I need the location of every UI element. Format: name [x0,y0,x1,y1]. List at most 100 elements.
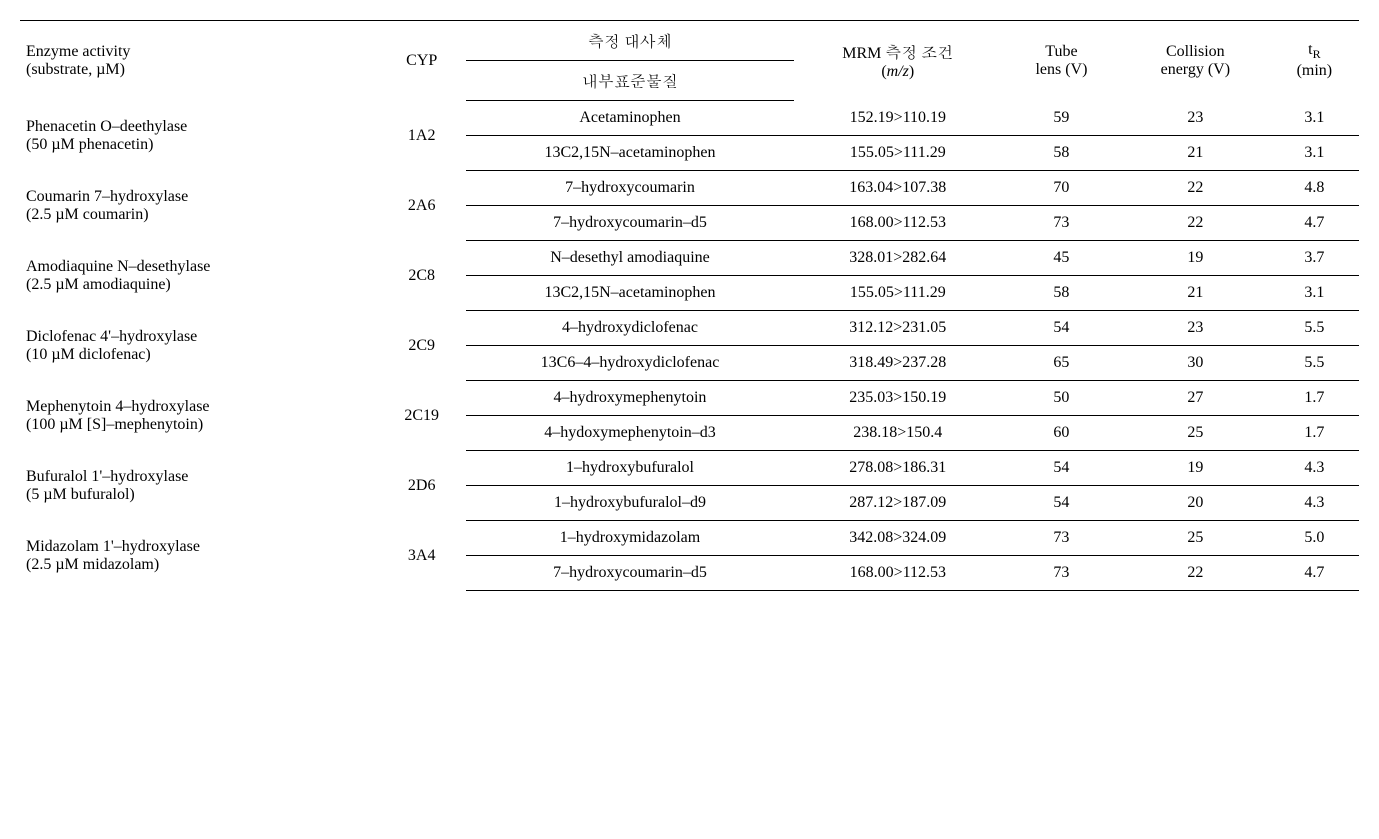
collision-energy-cell: 25 [1121,416,1270,451]
metabolite-cell: Acetaminophen [466,101,793,136]
header-enzyme-sub: (substrate, µM) [26,61,371,79]
retention-time-cell: 5.5 [1270,346,1359,381]
metabolite-cell: 1–hydroxybufuralol [466,451,793,486]
tube-lens-cell: 45 [1002,241,1121,276]
collision-energy-cell: 19 [1121,451,1270,486]
collision-energy-cell: 23 [1121,101,1270,136]
table-row: Bufuralol 1'–hydroxylase(5 µM bufuralol)… [20,451,1359,486]
table-row: Diclofenac 4'–hydroxylase(10 µM diclofen… [20,311,1359,346]
mrm-cell: 278.08>186.31 [794,451,1002,486]
enzyme-substrate: (100 µM [S]–mephenytoin) [26,416,371,434]
enzyme-cell: Phenacetin O–deethylase(50 µM phenacetin… [20,101,377,171]
metabolite-cell: 1–hydroxymidazolam [466,521,793,556]
enzyme-cell: Bufuralol 1'–hydroxylase(5 µM bufuralol) [20,451,377,521]
enzyme-substrate: (5 µM bufuralol) [26,486,371,504]
mrm-cell: 168.00>112.53 [794,206,1002,241]
enzyme-substrate: (2.5 µM midazolam) [26,556,371,574]
retention-time-cell: 3.1 [1270,101,1359,136]
table-row: Coumarin 7–hydroxylase(2.5 µM coumarin)2… [20,171,1359,206]
enzyme-name: Coumarin 7–hydroxylase [26,188,371,206]
retention-time-cell: 1.7 [1270,381,1359,416]
collision-energy-cell: 22 [1121,206,1270,241]
collision-energy-cell: 30 [1121,346,1270,381]
header-mrm-main: MRM 측정 조건 [800,40,996,63]
header-ce-bottom: energy (V) [1127,61,1264,79]
collision-energy-cell: 23 [1121,311,1270,346]
enzyme-cell: Amodiaquine N–desethylase(2.5 µM amodiaq… [20,241,377,311]
mrm-cell: 238.18>150.4 [794,416,1002,451]
mrm-cell: 152.19>110.19 [794,101,1002,136]
cyp-cell: 2C9 [377,311,466,381]
enzyme-name: Phenacetin O–deethylase [26,118,371,136]
tube-lens-cell: 73 [1002,206,1121,241]
mrm-cell: 318.49>237.28 [794,346,1002,381]
cyp-cell: 1A2 [377,101,466,171]
mrm-cell: 328.01>282.64 [794,241,1002,276]
collision-energy-cell: 21 [1121,276,1270,311]
tube-lens-cell: 65 [1002,346,1121,381]
cyp-cell: 3A4 [377,521,466,591]
tube-lens-cell: 50 [1002,381,1121,416]
collision-energy-cell: 21 [1121,136,1270,171]
enzyme-name: Bufuralol 1'–hydroxylase [26,468,371,486]
retention-time-cell: 3.1 [1270,136,1359,171]
header-mrm: MRM 측정 조건 (m/z) [794,21,1002,101]
tube-lens-cell: 58 [1002,276,1121,311]
header-tr-unit: (min) [1276,62,1353,80]
retention-time-cell: 3.1 [1270,276,1359,311]
header-metabolite-top: 측정 대사체 [466,21,793,61]
enzyme-name: Amodiaquine N–desethylase [26,258,371,276]
tube-lens-cell: 60 [1002,416,1121,451]
collision-energy-cell: 22 [1121,171,1270,206]
mrm-cell: 235.03>150.19 [794,381,1002,416]
table-row: Amodiaquine N–desethylase(2.5 µM amodiaq… [20,241,1359,276]
collision-energy-cell: 19 [1121,241,1270,276]
retention-time-cell: 4.7 [1270,206,1359,241]
enzyme-substrate: (2.5 µM coumarin) [26,206,371,224]
tube-lens-cell: 73 [1002,521,1121,556]
tube-lens-cell: 59 [1002,101,1121,136]
enzyme-substrate: (10 µM diclofenac) [26,346,371,364]
retention-time-cell: 4.3 [1270,451,1359,486]
retention-time-cell: 5.5 [1270,311,1359,346]
retention-time-cell: 4.7 [1270,556,1359,591]
cyp-mrm-table: Enzyme activity (substrate, µM) CYP 측정 대… [20,20,1359,591]
header-metabolite-bottom: 내부표준물질 [466,61,793,101]
metabolite-cell: 4–hydoxymephenytoin–d3 [466,416,793,451]
tube-lens-cell: 54 [1002,311,1121,346]
retention-time-cell: 4.3 [1270,486,1359,521]
metabolite-cell: 7–hydroxycoumarin [466,171,793,206]
header-tube-bottom: lens (V) [1008,61,1115,79]
tube-lens-cell: 70 [1002,171,1121,206]
header-ce: Collision energy (V) [1121,21,1270,101]
enzyme-cell: Diclofenac 4'–hydroxylase(10 µM diclofen… [20,311,377,381]
header-enzyme: Enzyme activity (substrate, µM) [20,21,377,101]
cyp-cell: 2A6 [377,171,466,241]
metabolite-cell: 7–hydroxycoumarin–d5 [466,556,793,591]
header-tr: tR (min) [1270,21,1359,101]
tube-lens-cell: 54 [1002,486,1121,521]
header-tube-top: Tube [1008,43,1115,61]
cyp-cell: 2C19 [377,381,466,451]
collision-energy-cell: 25 [1121,521,1270,556]
mrm-cell: 155.05>111.29 [794,276,1002,311]
retention-time-cell: 5.0 [1270,521,1359,556]
metabolite-cell: 13C6–4–hydroxydiclofenac [466,346,793,381]
cyp-cell: 2C8 [377,241,466,311]
enzyme-cell: Mephenytoin 4–hydroxylase(100 µM [S]–mep… [20,381,377,451]
header-mrm-sub: (m/z) [800,63,996,81]
header-tube: Tube lens (V) [1002,21,1121,101]
table-row: Midazolam 1'–hydroxylase(2.5 µM midazola… [20,521,1359,556]
mrm-cell: 155.05>111.29 [794,136,1002,171]
table-row: Mephenytoin 4–hydroxylase(100 µM [S]–mep… [20,381,1359,416]
metabolite-cell: 1–hydroxybufuralol–d9 [466,486,793,521]
metabolite-cell: 13C2,15N–acetaminophen [466,276,793,311]
enzyme-substrate: (50 µM phenacetin) [26,136,371,154]
collision-energy-cell: 22 [1121,556,1270,591]
tube-lens-cell: 54 [1002,451,1121,486]
metabolite-cell: 13C2,15N–acetaminophen [466,136,793,171]
metabolite-cell: 7–hydroxycoumarin–d5 [466,206,793,241]
mrm-cell: 168.00>112.53 [794,556,1002,591]
enzyme-name: Mephenytoin 4–hydroxylase [26,398,371,416]
enzyme-name: Diclofenac 4'–hydroxylase [26,328,371,346]
